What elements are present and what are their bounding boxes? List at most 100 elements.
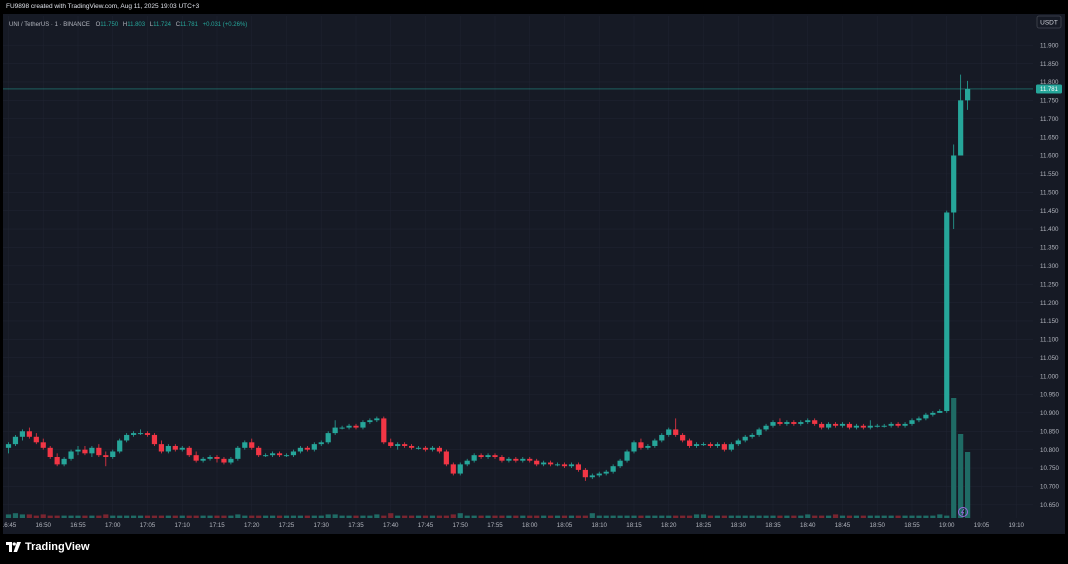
candle-body[interactable]: [534, 460, 540, 465]
candle-body[interactable]: [554, 464, 561, 466]
candle-body[interactable]: [666, 429, 672, 435]
candle-body[interactable]: [367, 420, 373, 423]
candle-body[interactable]: [513, 458, 519, 461]
candle-body[interactable]: [923, 414, 929, 419]
candle-body[interactable]: [624, 451, 630, 461]
candle-body[interactable]: [485, 455, 491, 458]
candle-body[interactable]: [638, 442, 644, 448]
candle-body[interactable]: [819, 423, 825, 428]
candle-body[interactable]: [158, 444, 164, 452]
candle-body[interactable]: [214, 457, 220, 459]
candle-body[interactable]: [165, 445, 171, 452]
candle-body[interactable]: [527, 458, 533, 461]
candle-body[interactable]: [673, 429, 679, 435]
candle-body[interactable]: [575, 464, 581, 470]
candle-body[interactable]: [415, 447, 422, 449]
candle-body[interactable]: [902, 423, 908, 426]
candle-body[interactable]: [798, 422, 804, 424]
candle-body[interactable]: [846, 423, 853, 428]
candle-body[interactable]: [561, 464, 568, 467]
candle-body[interactable]: [228, 458, 234, 463]
candle-body[interactable]: [707, 444, 714, 446]
candle-body[interactable]: [325, 433, 331, 443]
candle-body[interactable]: [693, 444, 700, 446]
candle-body[interactable]: [33, 436, 39, 443]
candle-body[interactable]: [26, 431, 32, 437]
candle-body[interactable]: [881, 425, 887, 427]
candle-body[interactable]: [235, 447, 241, 459]
candle-body[interactable]: [200, 458, 206, 461]
candle-body[interactable]: [40, 442, 46, 448]
candle-body[interactable]: [75, 449, 81, 452]
candle-body[interactable]: [283, 455, 290, 457]
candle-body[interactable]: [186, 447, 192, 456]
candle-body[interactable]: [311, 444, 317, 450]
candle-body[interactable]: [172, 445, 178, 450]
candle-body[interactable]: [749, 434, 755, 437]
candle-body[interactable]: [429, 447, 436, 450]
candle-body[interactable]: [839, 423, 846, 426]
candle-body[interactable]: [742, 436, 748, 441]
candle-body[interactable]: [541, 462, 547, 465]
candle-body[interactable]: [151, 434, 158, 445]
candle-body[interactable]: [770, 422, 776, 426]
candle-body[interactable]: [221, 458, 227, 463]
candle-body[interactable]: [276, 453, 283, 456]
candle-series[interactable]: [5, 74, 971, 481]
candle-body[interactable]: [756, 429, 762, 435]
candle-body[interactable]: [179, 447, 185, 450]
candle-body[interactable]: [242, 442, 248, 448]
candle-body[interactable]: [332, 427, 338, 434]
currency-badge[interactable]: USDT: [1036, 15, 1062, 29]
candle-body[interactable]: [853, 425, 859, 428]
candle-body[interactable]: [784, 422, 790, 424]
candle-body[interactable]: [422, 447, 429, 450]
candle-body[interactable]: [117, 440, 123, 452]
candle-body[interactable]: [263, 455, 269, 457]
candle-body[interactable]: [895, 423, 901, 426]
candle-body[interactable]: [96, 447, 102, 456]
candle-body[interactable]: [12, 436, 19, 445]
candle-body[interactable]: [388, 442, 394, 446]
candle-body[interactable]: [728, 444, 734, 450]
candle-body[interactable]: [652, 440, 658, 446]
candle-body[interactable]: [464, 460, 470, 465]
candle-body[interactable]: [360, 422, 366, 428]
candle-body[interactable]: [548, 462, 554, 465]
candle-body[interactable]: [381, 418, 387, 443]
candle-body[interactable]: [617, 460, 623, 467]
candle-body[interactable]: [930, 412, 936, 415]
candle-body[interactable]: [867, 425, 873, 428]
candle-body[interactable]: [450, 464, 456, 474]
candle-body[interactable]: [826, 423, 832, 428]
candle-body[interactable]: [888, 423, 894, 426]
candle-body[interactable]: [137, 433, 144, 435]
candle-body[interactable]: [812, 420, 818, 424]
candle-body[interactable]: [443, 451, 449, 465]
candle-body[interactable]: [110, 451, 116, 458]
candle-body[interactable]: [249, 442, 255, 448]
candle-body[interactable]: [589, 475, 595, 478]
candle-body[interactable]: [409, 445, 415, 448]
candle-body[interactable]: [791, 422, 797, 424]
candle-body[interactable]: [951, 155, 957, 213]
candle-body[interactable]: [304, 447, 310, 450]
candle-body[interactable]: [5, 444, 12, 448]
candle-body[interactable]: [471, 455, 477, 461]
candle-body[interactable]: [944, 212, 950, 412]
candle-body[interactable]: [763, 425, 769, 430]
candle-body[interactable]: [131, 433, 137, 435]
candle-body[interactable]: [958, 100, 964, 156]
candle-body[interactable]: [346, 425, 352, 428]
candle-body[interactable]: [603, 471, 609, 474]
candle-body[interactable]: [520, 458, 526, 461]
candle-body[interactable]: [144, 433, 151, 435]
candle-body[interactable]: [68, 451, 74, 459]
price-scale[interactable]: 11.900 11.850 11.800 11.750 11.700 11.650 11.6…: [1040, 42, 1059, 509]
candle-body[interactable]: [374, 418, 380, 421]
candle-body[interactable]: [596, 473, 602, 476]
candle-body[interactable]: [193, 455, 199, 461]
candle-body[interactable]: [874, 425, 880, 427]
candle-body[interactable]: [714, 444, 720, 446]
candle-body[interactable]: [610, 466, 616, 472]
